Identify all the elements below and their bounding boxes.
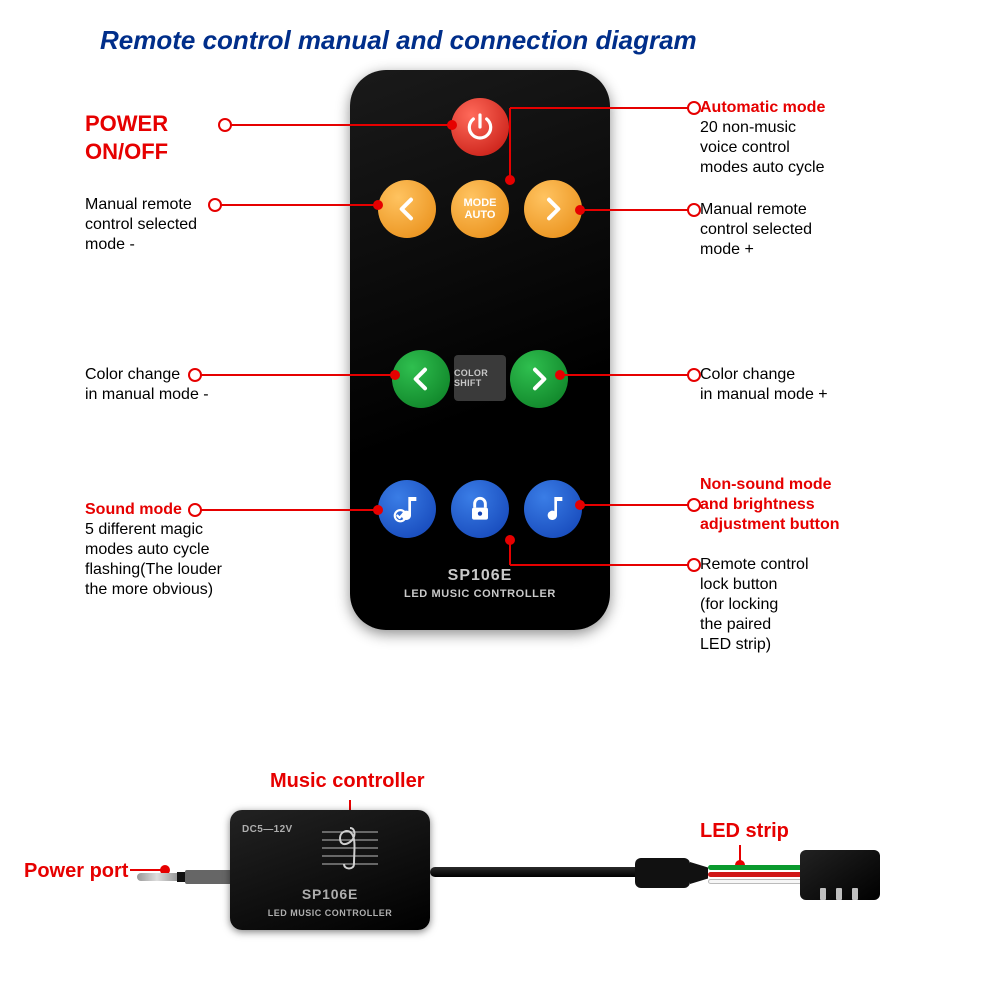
chevron-right-icon: [537, 193, 569, 225]
lock-icon: [464, 493, 496, 525]
lock-button[interactable]: [451, 480, 509, 538]
callout-lock: Remote control lock button (for locking …: [700, 555, 940, 655]
power-jack: [135, 870, 230, 884]
callout-power: POWER ON/OFF: [85, 110, 285, 165]
mode-auto-label: MODEAUTO: [464, 197, 497, 221]
chevron-left-icon: [391, 193, 423, 225]
led-strip-connector: [800, 850, 880, 900]
power-icon: [464, 111, 496, 143]
controller-label: Music controller: [270, 770, 424, 793]
remote-control: MODEAUTO COLOR SHIFT SP106E LED MUSIC CO: [350, 70, 610, 630]
callout-mode-plus: Manual remote control selected mode +: [700, 200, 940, 260]
callout-non-sound: Non-sound mode and brightness adjustment…: [700, 475, 940, 535]
callout-auto-mode: Automatic mode 20 non-music voice contro…: [700, 98, 940, 178]
jst-plug-male: [635, 858, 690, 888]
sound-mode-button[interactable]: [378, 480, 436, 538]
treble-clef-icon: [320, 826, 380, 870]
page-title: Remote control manual and connection dia…: [100, 25, 697, 56]
led-strip-label: LED strip: [700, 820, 789, 843]
color-shift-label: COLOR SHIFT: [454, 355, 506, 401]
chevron-left-icon: [405, 363, 437, 395]
power-button[interactable]: [451, 98, 509, 156]
callout-sound-mode: Sound mode 5 different magic modes auto …: [85, 500, 315, 600]
controller-model: SP106E: [230, 886, 430, 902]
power-port-label: Power port: [24, 860, 128, 883]
remote-model: SP106E: [350, 567, 610, 585]
color-plus-button[interactable]: [510, 350, 568, 408]
controller-subtitle: LED MUSIC CONTROLLER: [230, 908, 430, 918]
callout-color-minus: Color change in manual mode -: [85, 365, 295, 405]
mode-auto-button[interactable]: MODEAUTO: [451, 180, 509, 238]
color-minus-button[interactable]: [392, 350, 450, 408]
mode-minus-button[interactable]: [378, 180, 436, 238]
remote-subtitle: LED MUSIC CONTROLLER: [350, 588, 610, 600]
output-cable: [430, 867, 640, 877]
music-controller-box: DC5—12V SP106E LED MUSIC CONTROLLER: [230, 810, 430, 930]
remote-label: SP106E LED MUSIC CONTROLLER: [350, 567, 610, 600]
music-icon: [537, 493, 569, 525]
non-sound-button[interactable]: [524, 480, 582, 538]
wire-red: [708, 872, 803, 877]
callout-mode-minus: Manual remote control selected mode -: [85, 195, 295, 255]
dc-voltage-label: DC5—12V: [242, 824, 293, 835]
chevron-right-icon: [523, 363, 555, 395]
callout-color-plus: Color change in manual mode +: [700, 365, 940, 405]
wire-white: [708, 879, 803, 884]
mode-plus-button[interactable]: [524, 180, 582, 238]
music-check-icon: [391, 493, 423, 525]
wire-green: [708, 865, 803, 870]
